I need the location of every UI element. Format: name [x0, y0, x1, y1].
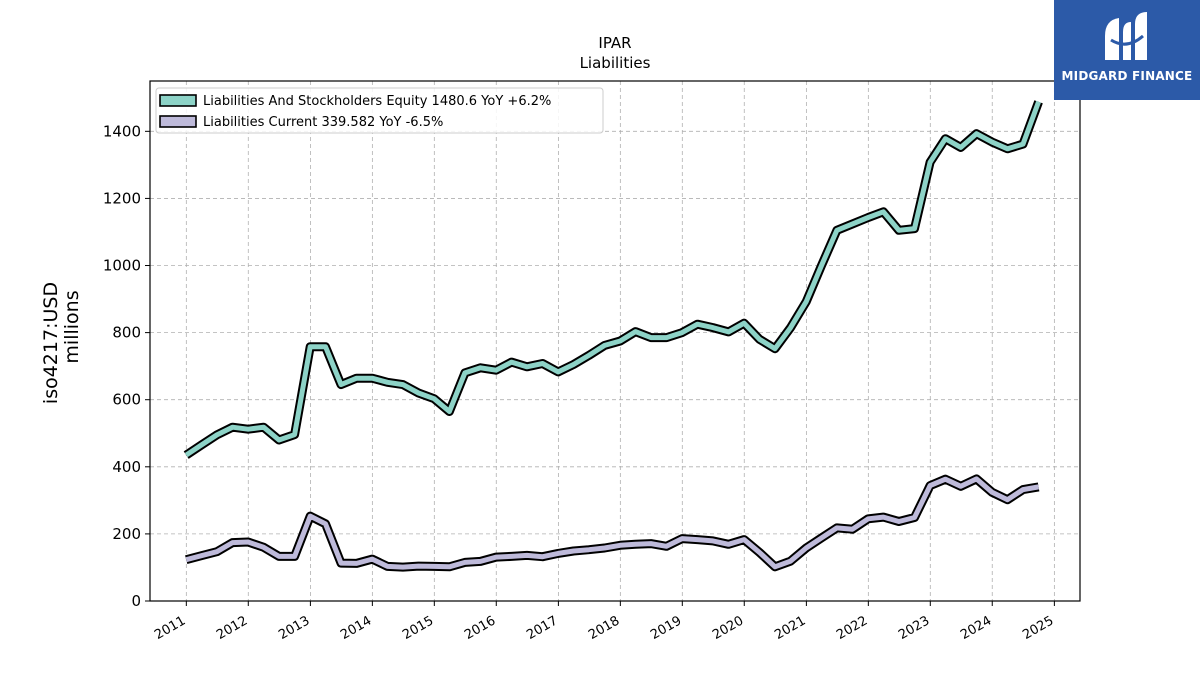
- y-tick-label: 1200: [103, 189, 141, 207]
- chart-title: IPAR: [598, 34, 631, 52]
- x-tick-label: 2016: [462, 613, 498, 643]
- y-tick-label: 1400: [103, 122, 141, 140]
- y-axis: 0 200 400 600 800 1000 1200 1400: [103, 122, 150, 610]
- y-tick-label: 200: [112, 525, 141, 543]
- series-line-0: [184, 100, 1041, 458]
- series-outline-0: [183, 100, 1043, 459]
- brand-logo: MIDGARD FINANCE: [1054, 0, 1200, 100]
- chart-subtitle: Liabilities: [580, 54, 651, 72]
- series-lines: [183, 100, 1043, 572]
- x-tick-label: 2013: [276, 613, 312, 643]
- x-tick-label: 2015: [400, 613, 436, 643]
- x-tick-label: 2011: [152, 613, 188, 643]
- x-tick-label: 2012: [214, 613, 250, 643]
- series-outline-1: [185, 474, 1040, 572]
- legend-frame: [155, 87, 604, 134]
- y-tick-label: 0: [131, 592, 141, 610]
- plot-frame: [149, 80, 1081, 602]
- y-axis-label-line2: millions: [61, 290, 83, 363]
- x-tick-label: 2020: [710, 613, 746, 643]
- x-tick-label: 2025: [1020, 613, 1056, 643]
- x-tick-label: 2022: [834, 613, 870, 643]
- x-tick-label: 2019: [648, 613, 684, 643]
- legend-label-equity: Liabilities And Stockholders Equity 1480…: [203, 94, 551, 109]
- legend-swatch-current: [159, 115, 197, 128]
- y-axis-label-line1: iso4217:USD: [40, 282, 62, 404]
- legend: Liabilities And Stockholders Equity 1480…: [155, 87, 604, 134]
- x-tick-label: 2024: [958, 613, 994, 643]
- y-tick-label: 1000: [103, 257, 141, 275]
- y-tick-label: 600: [112, 391, 141, 409]
- x-axis: 2011 2012 2013 2014 2015 2016 2017 2018 2019 2020…: [152, 601, 1056, 643]
- y-tick-label: 400: [112, 458, 141, 476]
- y-tick-label: 800: [112, 324, 141, 342]
- legend-swatch-equity: [159, 94, 197, 107]
- x-tick-label: 2014: [338, 613, 374, 643]
- series-line-1: [185, 476, 1040, 570]
- x-tick-label: 2023: [896, 613, 932, 643]
- midgard-monogram-icon: [1105, 12, 1147, 60]
- legend-label-current: Liabilities Current 339.582 YoY -6.5%: [203, 115, 443, 130]
- x-tick-label: 2021: [772, 613, 808, 643]
- x-tick-label: 2018: [586, 613, 622, 643]
- brand-name: MIDGARD FINANCE: [1061, 69, 1193, 83]
- x-tick-label: 2017: [524, 613, 560, 643]
